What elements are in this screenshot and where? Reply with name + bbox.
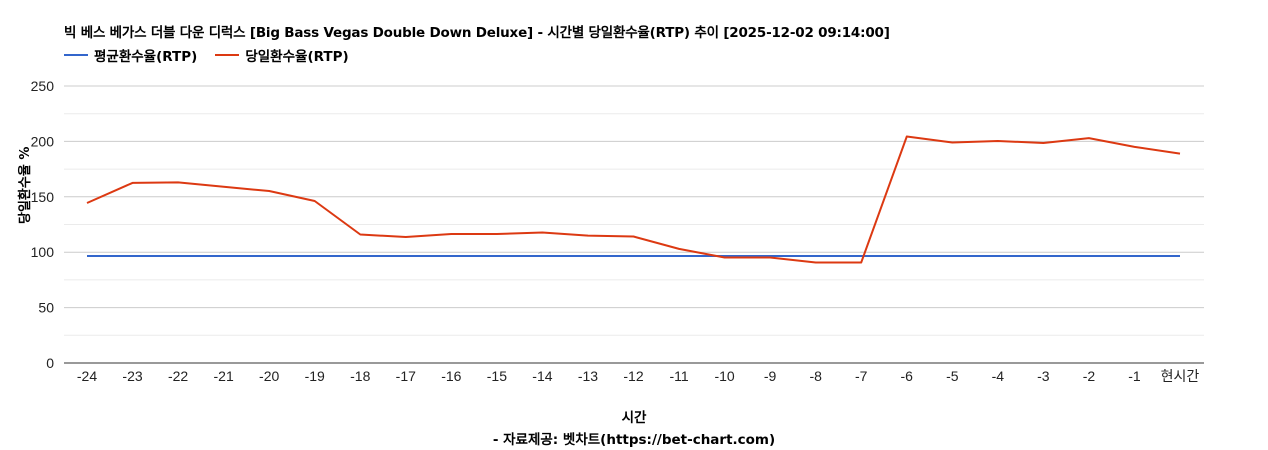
svg-text:-10: -10	[714, 368, 734, 384]
svg-text:-14: -14	[532, 368, 552, 384]
svg-text:-24: -24	[77, 368, 97, 384]
svg-text:-13: -13	[578, 368, 598, 384]
svg-text:-3: -3	[1037, 368, 1050, 384]
series-line[interactable]	[86, 135, 1181, 264]
svg-text:100: 100	[31, 244, 55, 260]
svg-text:-2: -2	[1083, 368, 1096, 384]
y-axis-ticks: 0 50 100 150 200 250	[31, 78, 55, 371]
legend-swatch-red-icon	[215, 54, 240, 56]
svg-text:250: 250	[31, 78, 55, 94]
x-axis-ticks: -24 -23 -22 -21 -20 -19 -18 -17 -16 -15 -14 -13 -12 -…	[77, 368, 1200, 384]
svg-text:150: 150	[31, 189, 55, 205]
svg-text:-6: -6	[901, 368, 914, 384]
svg-text:-16: -16	[441, 368, 461, 384]
svg-text:-11: -11	[669, 368, 688, 384]
y-axis-title: 당일환수율 %	[18, 146, 33, 224]
svg-text:-5: -5	[946, 368, 959, 384]
svg-text:-8: -8	[809, 368, 822, 384]
chart-legend: 평균환수율(RTP) 당일환수율(RTP)	[64, 45, 367, 65]
series-lines	[86, 135, 1181, 264]
svg-text:-4: -4	[992, 368, 1005, 384]
x-axis-title: 시간	[621, 410, 647, 426]
svg-text:-19: -19	[305, 368, 325, 384]
legend-label: 당일환수율(RTP)	[245, 49, 349, 65]
svg-text:200: 200	[31, 133, 55, 149]
data-source-footer: - 자료제공: 벳차트(https://bet-chart.com)	[492, 432, 776, 448]
svg-text:50: 50	[38, 300, 54, 316]
svg-text:-1: -1	[1128, 368, 1141, 384]
svg-text:현시간: 현시간	[1161, 368, 1200, 384]
svg-text:-7: -7	[855, 368, 868, 384]
svg-text:-15: -15	[487, 368, 507, 384]
gridlines	[64, 85, 1204, 336]
svg-text:-17: -17	[396, 368, 416, 384]
svg-text:-23: -23	[122, 368, 142, 384]
svg-text:-12: -12	[623, 368, 643, 384]
svg-text:-21: -21	[214, 368, 234, 384]
legend-item-average-rtp[interactable]: 평균환수율(RTP)	[64, 45, 197, 65]
svg-text:-20: -20	[259, 368, 279, 384]
svg-text:-22: -22	[168, 368, 188, 384]
svg-text:0: 0	[46, 355, 54, 371]
legend-item-daily-rtp[interactable]: 당일환수율(RTP)	[215, 45, 349, 65]
svg-text:-9: -9	[764, 368, 777, 384]
legend-swatch-blue-icon	[64, 54, 88, 56]
chart-title: 빅 베스 베가스 더블 다운 디럭스 [Big Bass Vegas Doubl…	[64, 25, 890, 41]
legend-label: 평균환수율(RTP)	[94, 49, 198, 65]
svg-text:-18: -18	[350, 368, 370, 384]
